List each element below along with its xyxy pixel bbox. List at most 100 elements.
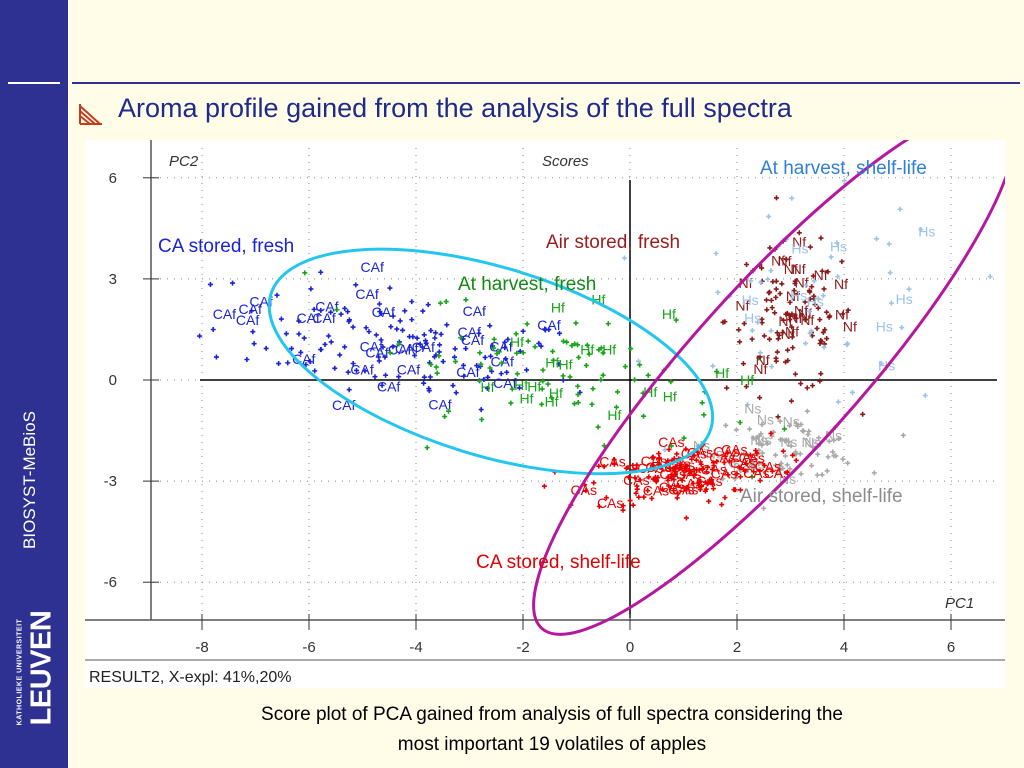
data-point [396,341,402,347]
data-point [824,336,830,342]
data-point-label: CAs [599,453,625,469]
data-point [328,339,334,345]
caption-line-1: Score plot of PCA gained from analysis o… [261,704,843,725]
data-point [600,350,606,356]
data-point-label: Ns [757,412,774,428]
data-point [773,278,779,284]
data-point [303,362,309,368]
data-point [342,305,348,311]
data-point-label: Nf [834,276,848,292]
data-point [491,336,497,342]
data-point [679,477,685,483]
data-point [276,361,282,367]
data-point [777,291,783,297]
data-point [803,282,809,288]
data-point [366,329,372,335]
data-point [428,328,434,334]
data-point-label: CAf [456,364,479,380]
data-point [802,340,808,346]
data-point [780,317,786,323]
data-point [443,299,449,305]
data-point [383,372,389,378]
data-point [815,305,821,311]
data-point [726,458,732,464]
data-point [736,327,742,333]
data-point [784,469,790,475]
data-point [789,324,795,330]
data-point [744,262,750,268]
data-point [691,453,697,459]
data-point [244,356,250,362]
data-point [840,311,846,317]
data-point [792,371,798,377]
data-point [524,321,530,327]
data-point [769,305,775,311]
data-point [409,299,415,305]
data-point [438,331,444,337]
data-point [748,278,754,284]
data-point [296,318,302,324]
data-point [900,432,906,438]
data-point [774,349,780,355]
data-point [590,386,596,392]
data-point-label: Hs [791,240,808,256]
data-point [477,350,483,356]
data-point [787,317,793,323]
data-point [564,339,570,345]
data-point [743,461,749,467]
data-point [812,302,818,308]
data-point [724,385,730,391]
data-point [637,477,643,483]
data-point [815,296,821,302]
data-point [840,456,846,462]
data-point [749,474,755,480]
data-point [633,490,639,496]
data-point [354,367,360,373]
data-point [814,325,820,331]
data-point [479,417,485,423]
data-point-label: Hs [790,288,807,304]
data-point [845,307,851,313]
data-point [818,235,824,241]
data-point [600,372,606,378]
data-point [437,342,443,348]
data-point [427,374,433,380]
data-point [749,336,755,342]
data-point [635,358,641,364]
data-point [773,195,779,201]
data-point [747,426,753,432]
data-point [560,377,566,383]
data-point [786,312,792,318]
slide-title: Aroma profile gained from the analysis o… [118,93,792,123]
data-point [757,395,763,401]
data-point [311,306,317,312]
data-point [691,467,697,473]
data-point-label: Hs [807,293,824,309]
data-point [373,332,379,338]
data-point [540,367,546,373]
data-point [793,457,799,463]
data-point [504,369,510,375]
data-point [710,363,716,369]
data-point [376,358,382,364]
data-point [795,423,801,429]
data-point [871,470,877,476]
data-point [424,445,430,451]
data-point [792,313,798,319]
data-point [761,333,767,339]
data-point [569,343,575,349]
data-point [777,463,783,469]
title-rule [72,82,1020,84]
data-point [671,488,677,494]
data-point [759,422,765,428]
data-point [737,474,743,480]
data-point [706,498,712,504]
data-point [572,341,578,347]
sidebar-line [8,82,60,84]
data-point [768,297,774,303]
data-point [542,326,548,332]
data-point-label: CAf [458,324,481,340]
data-point [655,475,661,481]
data-point [646,474,652,480]
data-point-label: Hf [520,390,534,406]
